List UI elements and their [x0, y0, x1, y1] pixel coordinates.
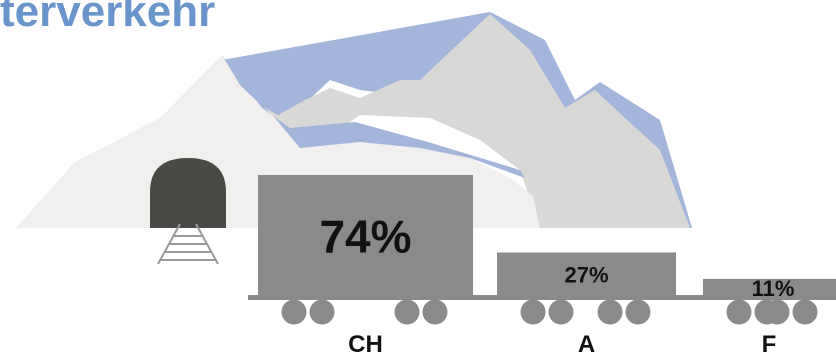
tunnel-illustration [150, 158, 226, 265]
wheel [726, 299, 752, 325]
mountain-back [225, 14, 690, 228]
wheel [764, 299, 790, 325]
track-illustration [157, 223, 219, 265]
wheel [548, 299, 574, 325]
wagon-f: 11% F [703, 276, 836, 355]
chart-title: terverkehr [0, 0, 216, 36]
wheel [520, 299, 546, 325]
value-label-ch: 74% [319, 211, 411, 263]
wheel [281, 299, 307, 325]
wheel [422, 299, 448, 325]
wagon-bars: 74% CH 27% A 11% F [258, 175, 836, 355]
tunnel-portal [150, 158, 226, 228]
bar-f [703, 278, 836, 297]
category-label-a: A [578, 331, 595, 355]
wheel [309, 299, 335, 325]
category-label-f: F [762, 331, 777, 355]
wheel [394, 299, 420, 325]
wagon-a: 27% A [497, 252, 676, 355]
wheel [792, 299, 818, 325]
wheel [597, 299, 623, 325]
bar-a [497, 252, 676, 297]
bar-ch [258, 175, 473, 297]
wheel [625, 299, 651, 325]
value-label-f: 11% [752, 276, 795, 301]
value-label-a: 27% [564, 263, 608, 288]
category-label-ch: CH [348, 331, 383, 355]
rail [248, 295, 836, 300]
wagon-ch: 74% CH [258, 175, 473, 355]
mountain-front-shadow [222, 55, 525, 178]
